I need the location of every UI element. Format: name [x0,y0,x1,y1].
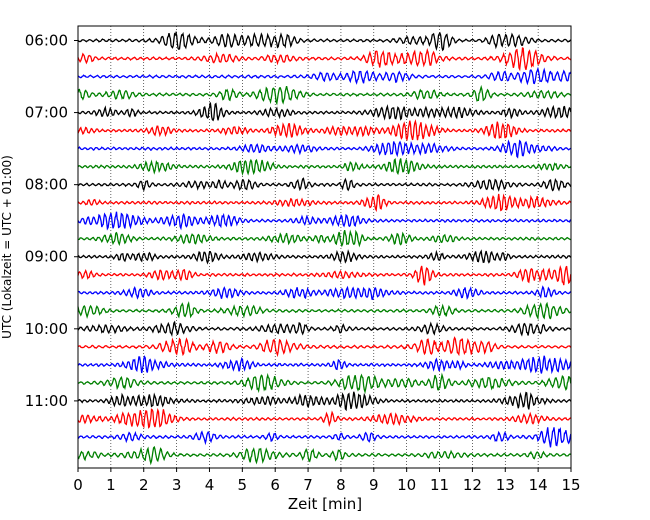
x-tick-label: 1 [106,476,116,494]
seismogram-trace [77,265,572,286]
seismogram-trace [77,249,572,265]
seismogram-trace [77,285,572,301]
y-tick-label: 06:00 [25,32,68,50]
seismogram-trace [77,211,572,231]
seismogram-trace [77,445,572,466]
seismogram-traces [77,30,572,466]
seismogram-trace [77,118,572,142]
y-tick-label: 11:00 [25,392,68,410]
seismogram-trace [77,139,572,159]
y-tick-label: 07:00 [25,104,68,122]
seismogram-trace [77,47,572,72]
plot-frame [77,25,572,469]
x-tick-label: 14 [529,476,548,494]
seismogram-trace [77,66,572,86]
y-axis-label: UTC (Lokalzeit = UTC + 01:00) [0,155,14,339]
x-tick-label: 4 [205,476,215,494]
x-tick-label: 11 [430,476,449,494]
seismogram-trace [77,391,572,412]
seismogram-trace [77,30,572,52]
seismogram-trace [77,193,572,213]
seismogram-trace [77,355,572,375]
seismogram-trace [77,158,572,176]
seismogram-trace [77,84,572,106]
x-tick-label: 6 [270,476,280,494]
y-tick-label: 08:00 [25,176,68,194]
seismogram-trace [77,301,572,321]
x-tick-label: 13 [496,476,515,494]
seismogram-trace [77,372,572,395]
seismogram-trace [77,229,571,248]
seismogram-trace [77,336,572,358]
x-tick-label: 0 [73,476,83,494]
x-axis-label: Zeit [min] [288,495,362,513]
x-tick-label: 12 [463,476,482,494]
seismogram-trace [77,320,572,337]
seismogram-trace [77,407,572,429]
seismogram-trace [77,177,572,192]
x-tick-label: 3 [172,476,182,494]
x-tick-label: 8 [336,476,346,494]
x-axis-ticks: 0 1 2 3 4 5 6 7 8 9 10 11 12 13 14 15 [73,468,581,494]
x-tick-label: 2 [139,476,149,494]
y-tick-label: 09:00 [25,248,68,266]
seismogram-trace [77,102,572,122]
x-tick-label: 7 [303,476,313,494]
y-axis-ticks: 06:00 07:00 08:00 09:00 10:00 11:00 [25,32,78,410]
seismogram-trace [77,426,572,448]
x-tick-label: 15 [561,476,580,494]
x-tick-label: 10 [397,476,416,494]
y-tick-label: 10:00 [25,320,68,338]
x-tick-label: 9 [369,476,379,494]
x-tick-label: 5 [238,476,248,494]
